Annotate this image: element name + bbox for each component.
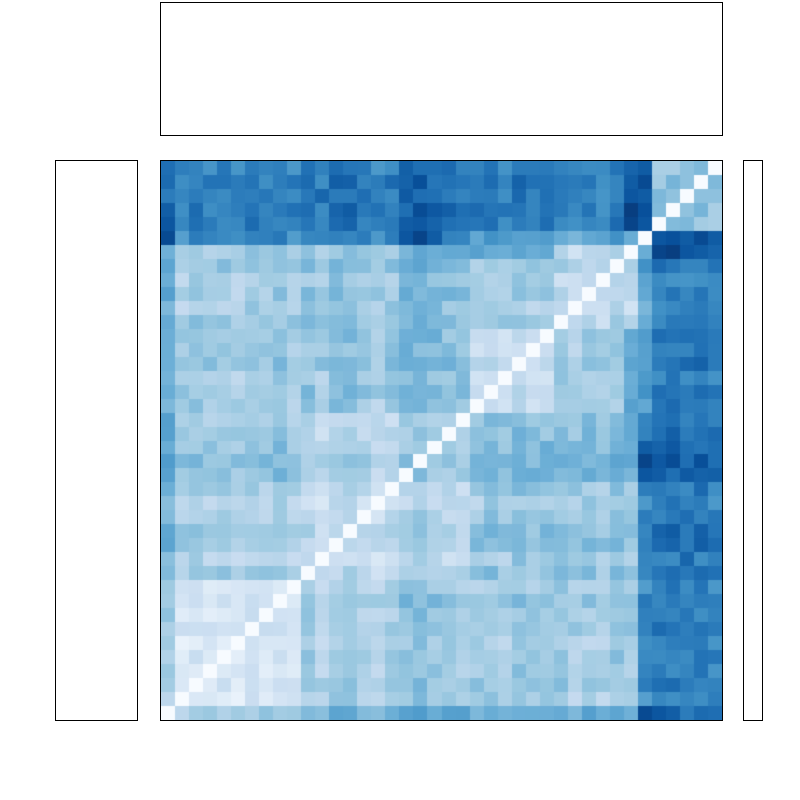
left-dendrogram-axes [55, 160, 138, 721]
left-dendrogram [56, 161, 137, 720]
colorbar-gradient [744, 161, 762, 720]
heatmap-axes [160, 160, 723, 721]
top-dendrogram [161, 3, 722, 135]
colorbar-axes [743, 160, 763, 721]
distance-matrix-heatmap [161, 161, 722, 720]
top-dendrogram-axes [160, 2, 723, 136]
